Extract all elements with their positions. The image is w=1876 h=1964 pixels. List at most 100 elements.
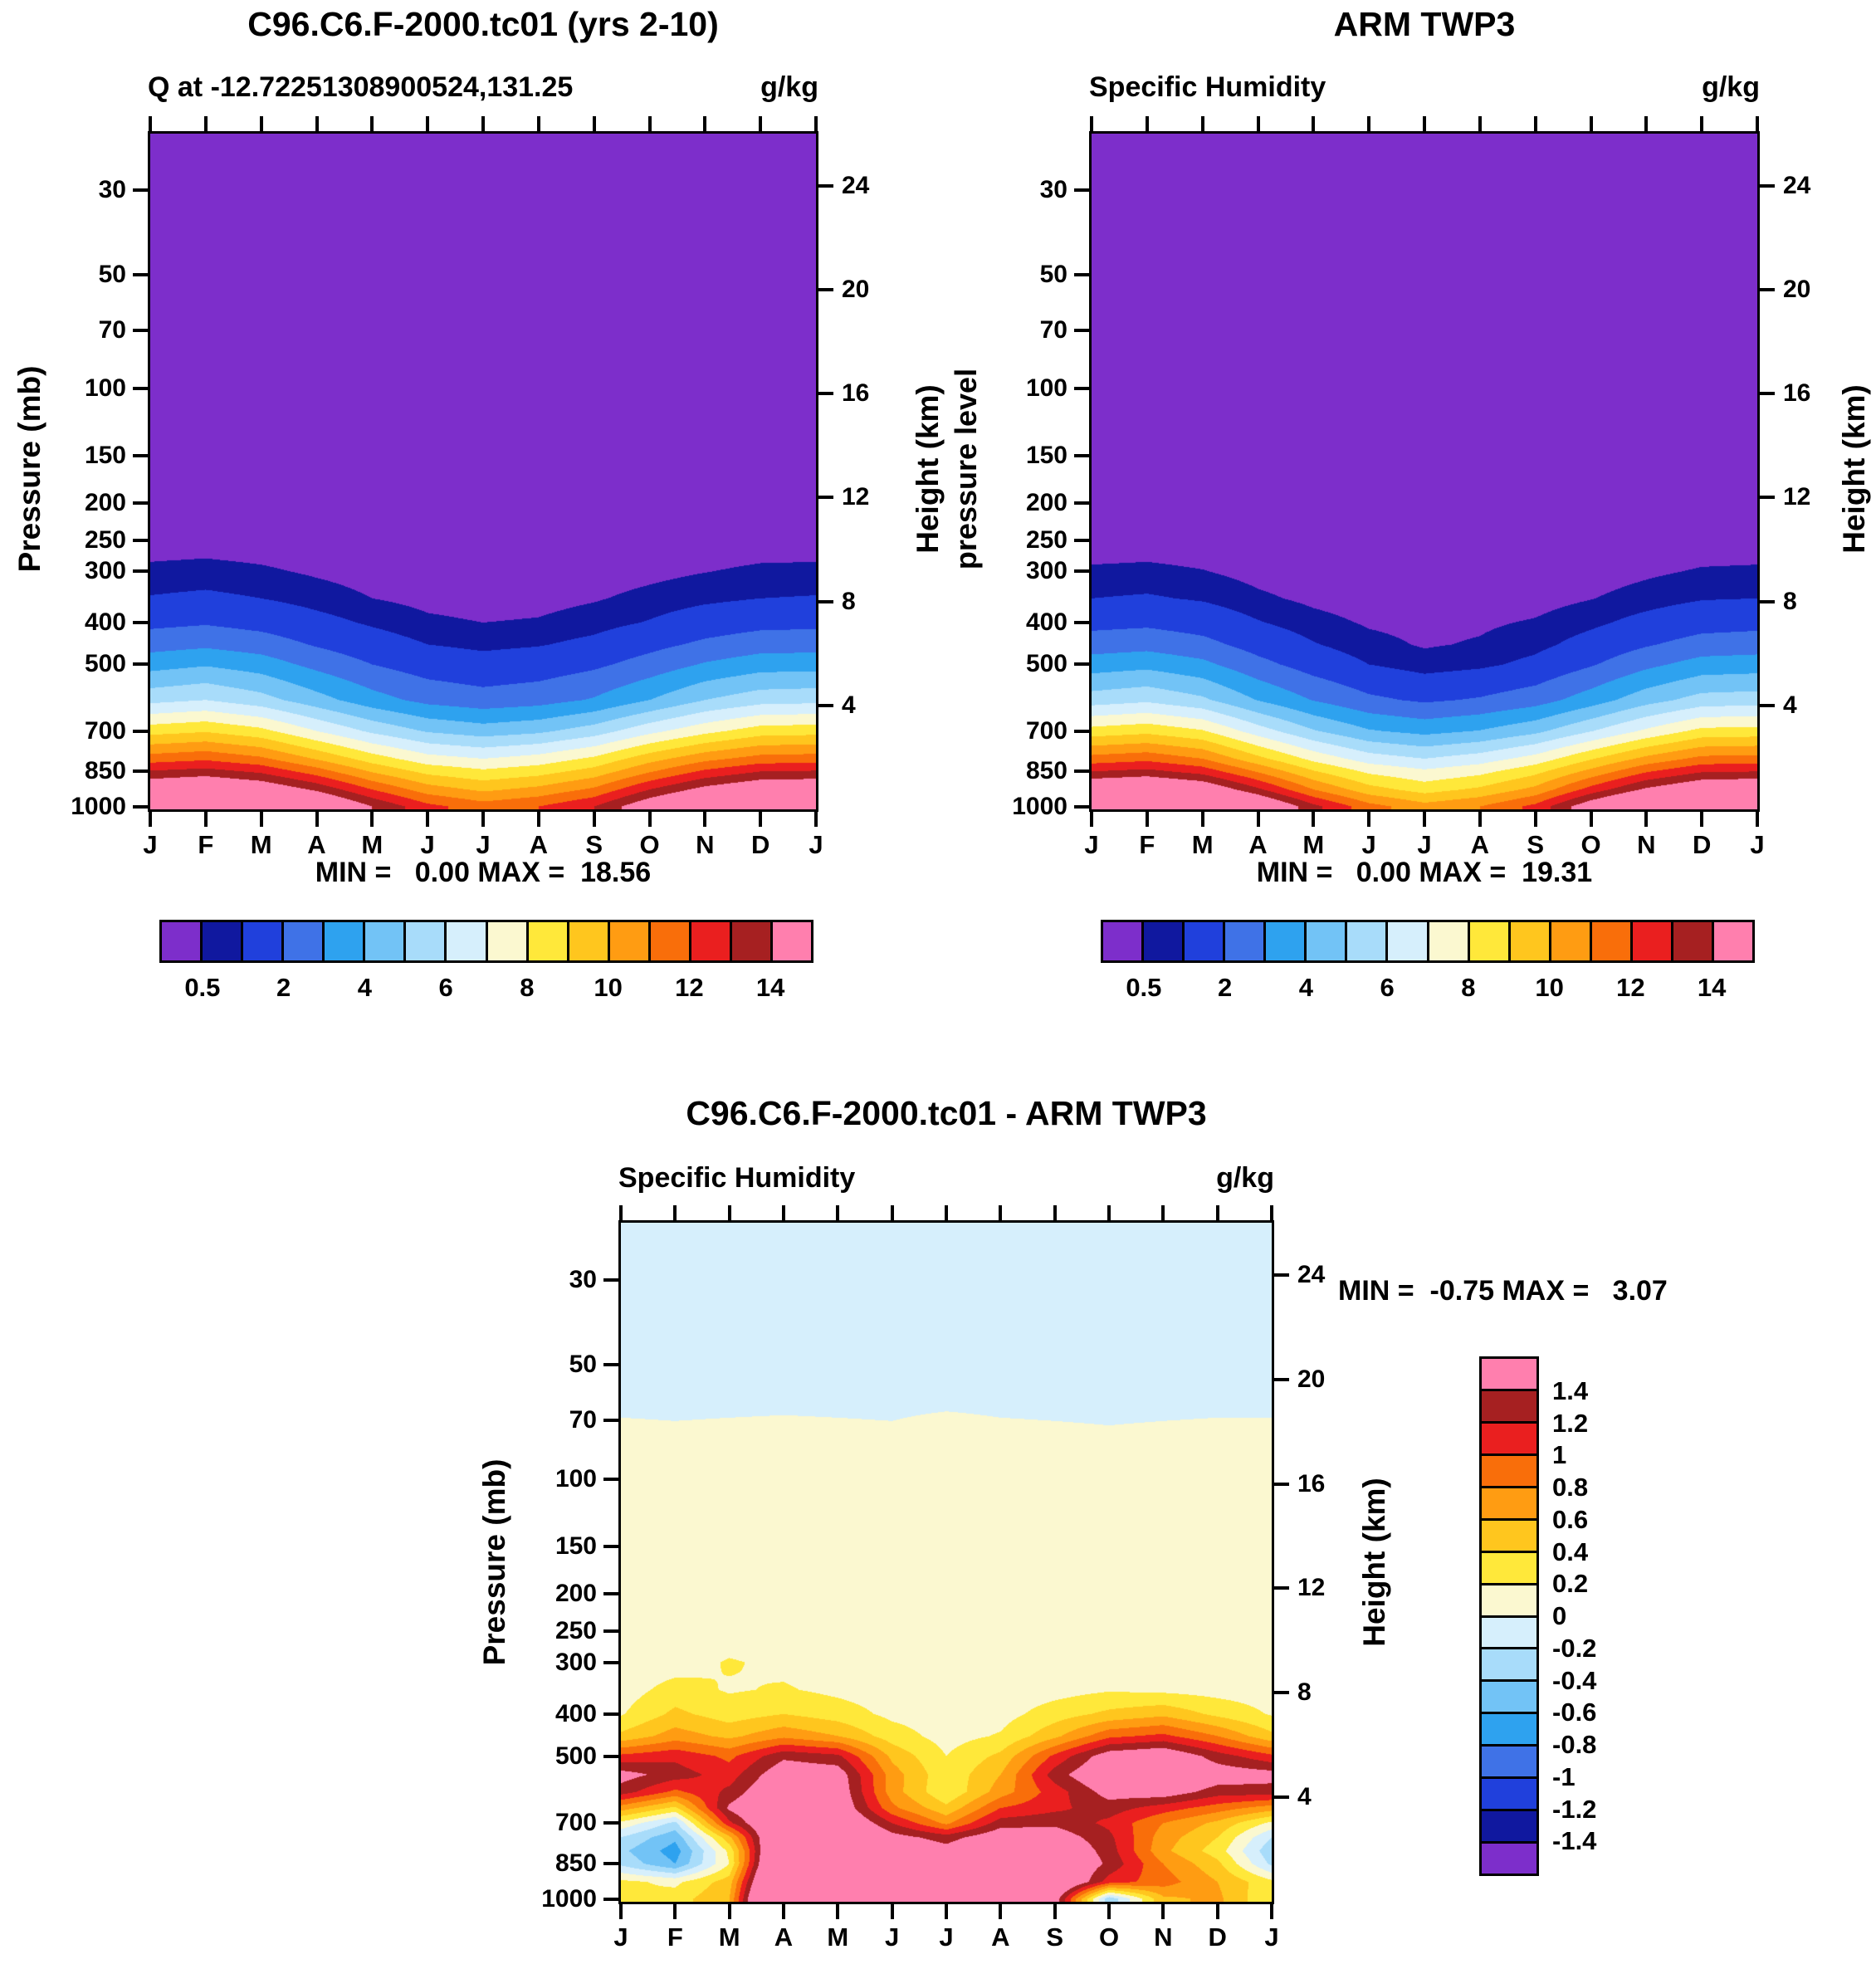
pressure-tick (133, 769, 148, 774)
month-tick-bottom (1700, 812, 1704, 827)
pressure-tick-label: 30 (569, 1265, 597, 1293)
colorbar-cell (566, 922, 608, 960)
height-tick-label: 12 (1297, 1574, 1326, 1602)
colorbar-cell (1482, 1712, 1536, 1745)
colorbar-cell (281, 922, 323, 960)
month-tick-top (782, 1205, 785, 1220)
month-tick-bottom (1367, 812, 1371, 827)
pressure-tick (603, 1278, 618, 1282)
month-tick-bottom (370, 812, 374, 827)
pressure-tick (603, 1544, 618, 1548)
obs-colorbar-labels: 0.5 2 4 6 8 10 12 14 (1101, 973, 1755, 1003)
month-tick-top (1644, 116, 1649, 131)
height-tick-label: 12 (1783, 483, 1811, 511)
month-label: S (1046, 1922, 1063, 1952)
month-label: A (1248, 830, 1268, 859)
pressure-tick (1074, 453, 1089, 457)
colorbar-tick-label: -1.2 (1552, 1794, 1597, 1824)
obs-subtitle-row: Specific Humidity g/kg (1089, 71, 1760, 104)
colorbar-tick-label: -0.8 (1552, 1730, 1597, 1759)
height-tick-label: 8 (1297, 1678, 1312, 1707)
colorbar-cell (1182, 922, 1224, 960)
month-label: F (198, 830, 214, 859)
month-tick-top (315, 116, 319, 131)
model-colorbar-labels: 0.5 2 4 6 8 10 12 14 (159, 973, 813, 1003)
month-label: N (696, 830, 715, 859)
month-tick-top (426, 116, 430, 131)
colorbar-tick-label: -0.6 (1552, 1698, 1597, 1727)
colorbar-cell (1711, 922, 1752, 960)
month-label: M (827, 1922, 849, 1952)
colorbar-cell (322, 922, 364, 960)
height-tick (818, 703, 833, 707)
month-tick-top (1367, 116, 1371, 131)
pressure-tick-label: 1000 (71, 792, 126, 820)
colorbar-cell (1589, 922, 1630, 960)
month-label: J (809, 830, 823, 859)
month-tick-top (1700, 116, 1704, 131)
pressure-tick (133, 501, 148, 506)
pressure-tick (133, 453, 148, 457)
pressure-tick-label: 70 (1039, 315, 1067, 344)
obs-minmax-text: MIN = 0.00 MAX = 19.31 (1256, 857, 1593, 888)
height-tick (818, 392, 833, 396)
height-tick-label: 16 (1297, 1469, 1326, 1497)
colorbar-cell (1482, 1485, 1536, 1518)
pressure-tick (1074, 729, 1089, 733)
month-tick-bottom (703, 812, 707, 827)
month-tick-bottom (203, 812, 208, 827)
pressure-tick-label: 300 (84, 557, 126, 585)
pressure-tick (603, 1712, 618, 1716)
pressure-tick-label: 700 (554, 1809, 597, 1837)
pressure-tick-label: 250 (554, 1616, 597, 1644)
month-label: J (1750, 830, 1765, 859)
pressure-tick (133, 729, 148, 733)
month-label: N (1637, 830, 1656, 859)
month-tick-bottom (1145, 812, 1149, 827)
month-tick-bottom (1053, 1904, 1057, 1919)
model-plot-area: 30 50 70 100 150 200 250 300 400 500 700 850 1000 24 2… (71, 116, 869, 859)
colorbar-tick-label: 0.5 (184, 973, 221, 1002)
colorbar-cell (444, 922, 486, 960)
pressure-tick (1074, 621, 1089, 625)
month-label: J (420, 830, 435, 859)
colorbar-cell (525, 922, 567, 960)
height-tick (1760, 392, 1775, 396)
diff-contour-canvas (621, 1223, 1272, 1902)
colorbar-cell (241, 922, 282, 960)
month-label: J (885, 1922, 900, 1952)
colorbar-tick-label: 12 (675, 973, 704, 1002)
pressure-tick (133, 538, 148, 542)
height-tick (818, 496, 833, 500)
obs-colorbar (1101, 920, 1755, 963)
height-tick-label: 16 (842, 379, 870, 408)
month-tick-top (1312, 116, 1316, 131)
colorbar-tick-label: 14 (755, 973, 785, 1002)
colorbar-cell (1304, 922, 1346, 960)
month-tick-bottom (1161, 1904, 1165, 1919)
month-tick-bottom (1589, 812, 1593, 827)
colorbar-tick-label: -1.4 (1552, 1826, 1597, 1856)
pressure-tick-label: 200 (554, 1580, 597, 1608)
month-tick-bottom (1200, 812, 1204, 827)
colorbar-cell (1482, 1453, 1536, 1486)
month-label: F (667, 1922, 683, 1952)
obs-height-axis-title: Height (km) (1837, 384, 1871, 554)
height-tick (1274, 1586, 1289, 1590)
colorbar-tick-label: 1.4 (1552, 1375, 1589, 1405)
pressure-tick (133, 662, 148, 667)
height-tick (1760, 496, 1775, 500)
diff-subtitle-row: Specific Humidity g/kg (618, 1162, 1274, 1195)
colorbar-tick-label: -0.4 (1552, 1665, 1597, 1695)
pressure-tick-label: 500 (554, 1742, 597, 1770)
model-contour-canvas (150, 134, 816, 809)
pressure-tick (603, 1592, 618, 1596)
month-tick-top (203, 116, 208, 131)
pressure-tick (603, 1821, 618, 1825)
month-tick-bottom (481, 812, 485, 827)
diff-minmax-text: MIN = -0.75 MAX = 3.07 (1338, 1275, 1668, 1307)
colorbar-cell (403, 922, 445, 960)
month-tick-top (1270, 1205, 1273, 1220)
month-label: A (529, 830, 549, 859)
height-tick-label: 16 (1783, 379, 1811, 408)
